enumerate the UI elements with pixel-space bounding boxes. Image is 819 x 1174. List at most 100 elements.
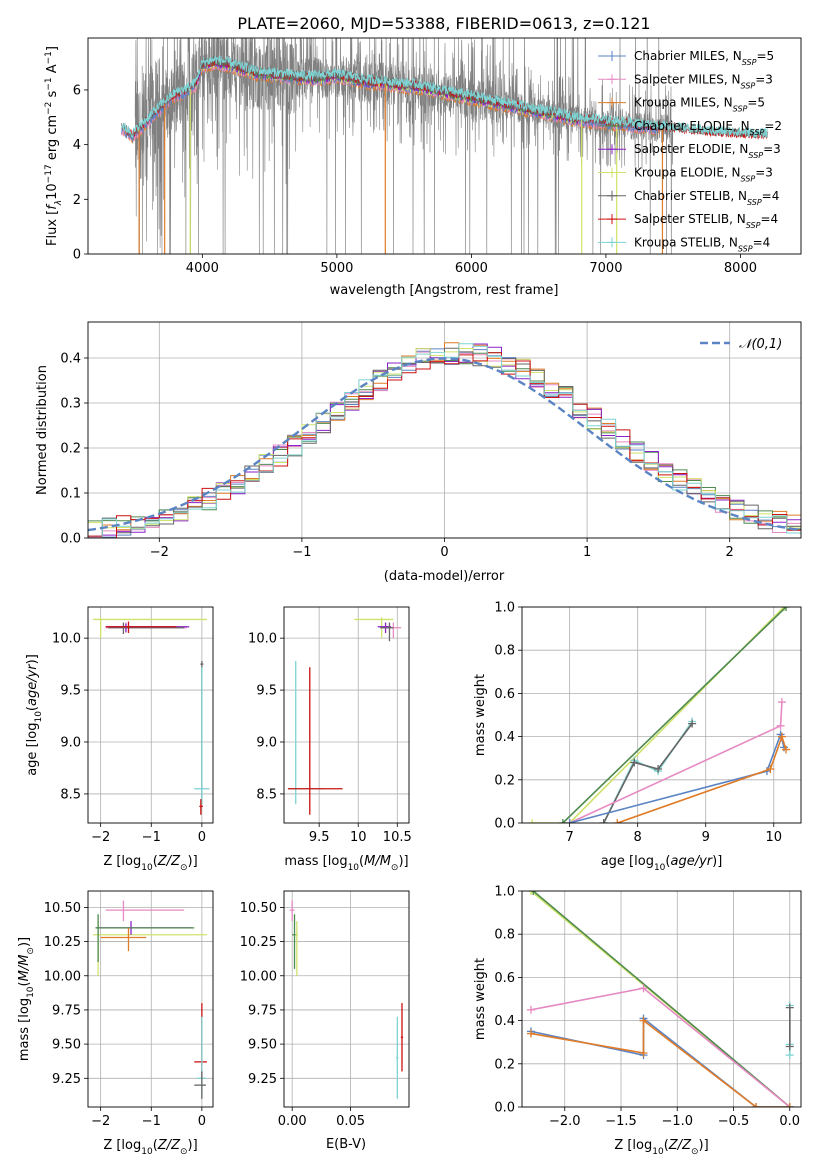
chart-residuals: −2 −1 0 1 2 0.0 0.1 0.2 0.3 0.4 𝒩(0,1) (data-model)… [35, 321, 802, 584]
x-tick-label: −0.5 [718, 1114, 750, 1129]
model-spectrum-kroupa_stelib [121, 55, 768, 139]
x-tick-label: 0 [198, 830, 206, 845]
x-tick-label: −2.0 [549, 1114, 581, 1129]
y-axis-label: age [log10(age/yr)] [25, 654, 44, 776]
point-chabrier_elodie [558, 819, 567, 823]
point-salpeter_miles [639, 984, 648, 993]
point-kroupa_miles [527, 1029, 535, 1038]
x-tick-label: 7000 [589, 261, 622, 276]
x-axis-label: Z [log10(Z/Z⊙)] [614, 1138, 708, 1157]
residuals-plot-area [88, 322, 801, 538]
y-tick-label: 9.75 [52, 1003, 81, 1018]
y-tick-label: 10.00 [240, 969, 277, 984]
y-tick-label: 9.0 [256, 736, 277, 751]
point-chabrier_stelib [785, 1042, 794, 1051]
x-tick-label: −2 [150, 545, 169, 560]
x-tick-label: 7 [565, 830, 573, 845]
x-tick-label: 10.5 [383, 830, 412, 845]
gaussian-curve [88, 357, 799, 532]
observed-spectrum [134, 38, 674, 254]
x-axis-label: age [log10(age/yr)] [601, 854, 723, 873]
age_vs_mass-plot-area [284, 607, 409, 823]
y-tick-label: 0.2 [494, 773, 515, 788]
svg-text:Flux [fλ10−17 erg cm−2 s−1 A−1: Flux [fλ10−17 erg cm−2 s−1 A−1] [44, 46, 64, 246]
chart-spectrum: 4000 5000 6000 7000 8000 0 2 4 6 PLATE=2060, MJD=… [44, 14, 802, 298]
legend-entry-salpeter_elodie: Salpeter ELODIE, NSSP=3 [634, 142, 781, 160]
point-chabrier_stelib [599, 819, 608, 823]
chart-mass_vs_Z: −2 −1 0 9.25 9.50 9.75 10.00 10.25 10.50 Z [log10… [17, 890, 214, 1157]
x-tick-label: 8000 [724, 261, 757, 276]
x-axis-label: Z [log10(Z/Z⊙)] [103, 1138, 197, 1157]
legend-entry-salpeter_miles: Salpeter MILES, NSSP=3 [634, 72, 773, 90]
legend-entry-chabrier_miles: Chabrier MILES, NSSP=5 [634, 49, 774, 67]
point-chabrier_stelib [654, 765, 663, 773]
x-tick-label: 2 [726, 545, 734, 560]
y-tick-label: 0.0 [494, 1101, 515, 1116]
y-tick-label: 0.0 [494, 817, 515, 832]
y-tick-label: 10.50 [240, 901, 277, 916]
y-tick-label: 9.50 [52, 1038, 81, 1053]
x-tick-label: −1.5 [605, 1114, 637, 1129]
spectrum-frame [87, 37, 802, 255]
y-tick-label: 8.5 [60, 787, 81, 802]
point-kroupa_miles [782, 745, 791, 754]
weight_vs_Z-frame [521, 890, 802, 1108]
point-salpeter_miles [777, 698, 786, 707]
y-tick-label: 6 [73, 83, 81, 98]
point-salpeter_miles [527, 1005, 535, 1014]
series-chabrier_miles [530, 1016, 790, 1107]
chart-mass_vs_ebv: 0.00 0.05 9.25 9.50 9.75 10.00 10.25 10.50 E(B-V… [240, 890, 410, 1152]
y-tick-label: 9.75 [248, 1003, 277, 1018]
y-tick-label: 9.25 [248, 1072, 277, 1087]
legend-entry-kroupa_elodie: Kroupa ELODIE, NSSP=3 [634, 166, 773, 184]
x-tick-label: 0.05 [336, 1114, 365, 1129]
point-kroupa_elodie [527, 891, 535, 895]
x-tick-label: −2 [91, 830, 110, 845]
legend-gaussian: 𝒩(0,1) [739, 337, 782, 352]
x-tick-label: −1 [142, 1114, 161, 1129]
legend-entry-kroupa_miles: Kroupa MILES, NSSP=5 [634, 96, 765, 114]
legend-entry-kroupa_stelib: Kroupa STELIB, NSSP=4 [634, 235, 770, 253]
y-axis-label: Normed distribution [35, 365, 50, 495]
point-chabrier_miles [565, 819, 574, 823]
chart-age_vs_Z: −2 −1 0 8.5 9.0 9.5 10.0 Z [log10(Z/Z⊙)] age [lo… [25, 606, 214, 873]
series-chabrier_elodie [562, 607, 787, 823]
y-tick-label: 0.8 [494, 928, 515, 943]
y-tick-label: 1.0 [494, 601, 515, 616]
y-axis-label: mass [log10(M/M⊙)] [17, 937, 36, 1061]
point-kroupa_miles [639, 1016, 648, 1025]
histogram-kroupa_stelib [88, 343, 801, 538]
x-tick-label: −1 [142, 830, 161, 845]
point-kroupa_miles [752, 1103, 760, 1107]
y-tick-label: 10.50 [44, 901, 81, 916]
series-kroupa_miles [617, 734, 787, 823]
point-chabrier_stelib [785, 1003, 794, 1012]
point-chabrier_stelib [688, 719, 697, 728]
x-axis-label: Z [log10(Z/Z⊙)] [103, 854, 197, 873]
x-tick-label: 10 [766, 830, 783, 845]
point-chabrier_elodie [782, 607, 791, 611]
y-tick-label: 8.5 [256, 787, 277, 802]
y-tick-label: 9.50 [248, 1038, 277, 1053]
x-axis-label: mass [log10(M/M⊙)] [284, 854, 408, 873]
x-tick-label: −2 [91, 1114, 110, 1129]
y-tick-label: 10.25 [44, 935, 81, 950]
chart-weight_vs_age: 7 8 9 10 0.0 0.2 0.4 0.6 0.8 1.0 age [log10(age/yr… [473, 601, 802, 873]
x-tick-label: 1 [583, 545, 591, 560]
y-tick-label: 0 [73, 248, 81, 263]
legend-entry-chabrier_elodie: Chabrier ELODIE, NSSP=2 [634, 119, 782, 137]
y-tick-label: 9.5 [60, 684, 81, 699]
x-tick-label: 0.0 [779, 1114, 800, 1129]
age_vs_mass-frame [283, 606, 410, 824]
age_vs_Z-plot-area [88, 607, 213, 823]
mass_vs_Z-plot-area [88, 891, 213, 1107]
point-chabrier_elodie [529, 891, 538, 895]
point-kroupa_miles [777, 732, 786, 741]
y-tick-label: 0.1 [60, 487, 81, 502]
y-tick-label: 0.8 [494, 644, 515, 659]
series-chabrier_miles [569, 731, 785, 823]
series-chabrier_elodie [532, 891, 791, 1107]
y-axis-label: Flux [fλ10−17 erg cm−2 s−1 A−1] [44, 46, 64, 246]
x-tick-label: 5000 [320, 261, 353, 276]
